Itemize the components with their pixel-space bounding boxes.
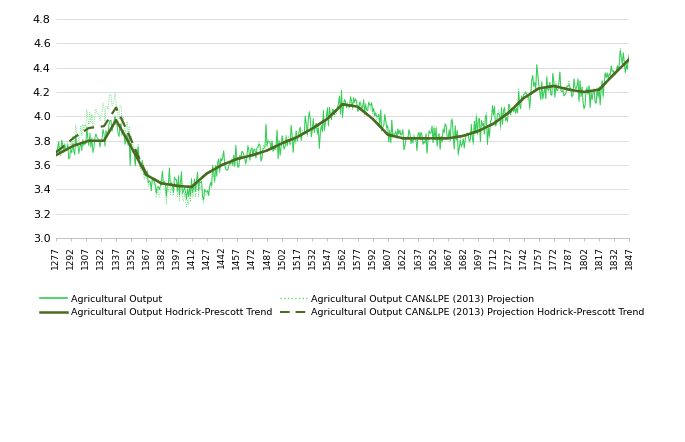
Agricultural Output CAN&LPE (2013) Projection bbox=[182, 199, 190, 205]
Agricultural Output bbox=[616, 48, 625, 53]
Agricultural Output Hodrick-Prescott Trend bbox=[171, 183, 179, 188]
Line: Agricultural Output CAN&LPE (2013) Projection: Agricultural Output CAN&LPE (2013) Proje… bbox=[55, 48, 630, 206]
Agricultural Output CAN&LPE (2013) Projection bbox=[105, 97, 113, 103]
Agricultural Output Hodrick-Prescott Trend bbox=[105, 130, 113, 135]
Legend: Agricultural Output, Agricultural Output Hodrick-Prescott Trend, Agricultural Ou: Agricultural Output, Agricultural Output… bbox=[36, 291, 649, 321]
Line: Agricultural Output: Agricultural Output bbox=[55, 50, 630, 200]
Agricultural Output Hodrick-Prescott Trend bbox=[188, 184, 196, 190]
Agricultural Output bbox=[486, 119, 495, 124]
Agricultural Output CAN&LPE (2013) Projection Hodrick-Prescott Trend bbox=[182, 184, 190, 189]
Agricultural Output CAN&LPE (2013) Projection Hodrick-Prescott Trend bbox=[486, 122, 495, 128]
Agricultural Output CAN&LPE (2013) Projection Hodrick-Prescott Trend bbox=[105, 116, 113, 121]
Agricultural Output CAN&LPE (2013) Projection bbox=[51, 147, 60, 152]
Agricultural Output CAN&LPE (2013) Projection bbox=[171, 180, 179, 185]
Agricultural Output bbox=[171, 174, 179, 179]
Agricultural Output CAN&LPE (2013) Projection bbox=[210, 180, 219, 185]
Agricultural Output CAN&LPE (2013) Projection Hodrick-Prescott Trend bbox=[210, 166, 219, 171]
Agricultural Output bbox=[625, 52, 634, 57]
Agricultural Output CAN&LPE (2013) Projection Hodrick-Prescott Trend bbox=[319, 119, 327, 124]
Agricultural Output Hodrick-Prescott Trend bbox=[319, 119, 327, 124]
Agricultural Output Hodrick-Prescott Trend bbox=[486, 122, 495, 128]
Line: Agricultural Output Hodrick-Prescott Trend: Agricultural Output Hodrick-Prescott Tre… bbox=[55, 59, 630, 187]
Agricultural Output bbox=[182, 189, 190, 194]
Agricultural Output bbox=[319, 108, 327, 113]
Agricultural Output Hodrick-Prescott Trend bbox=[210, 166, 219, 171]
Agricultural Output Hodrick-Prescott Trend bbox=[51, 152, 60, 158]
Agricultural Output bbox=[105, 122, 113, 127]
Agricultural Output CAN&LPE (2013) Projection Hodrick-Prescott Trend bbox=[51, 150, 60, 155]
Agricultural Output CAN&LPE (2013) Projection Hodrick-Prescott Trend bbox=[625, 57, 634, 62]
Agricultural Output CAN&LPE (2013) Projection Hodrick-Prescott Trend bbox=[188, 184, 196, 190]
Agricultural Output Hodrick-Prescott Trend bbox=[625, 57, 634, 62]
Agricultural Output CAN&LPE (2013) Projection bbox=[616, 46, 625, 51]
Agricultural Output CAN&LPE (2013) Projection bbox=[625, 52, 634, 57]
Agricultural Output bbox=[199, 197, 208, 202]
Agricultural Output bbox=[210, 179, 219, 184]
Line: Agricultural Output CAN&LPE (2013) Projection Hodrick-Prescott Trend: Agricultural Output CAN&LPE (2013) Proje… bbox=[55, 59, 630, 187]
Agricultural Output Hodrick-Prescott Trend bbox=[182, 184, 190, 189]
Agricultural Output CAN&LPE (2013) Projection Hodrick-Prescott Trend bbox=[171, 183, 179, 188]
Agricultural Output CAN&LPE (2013) Projection bbox=[182, 204, 190, 209]
Agricultural Output CAN&LPE (2013) Projection bbox=[486, 118, 495, 123]
Agricultural Output bbox=[51, 147, 60, 152]
Agricultural Output CAN&LPE (2013) Projection bbox=[319, 110, 327, 115]
